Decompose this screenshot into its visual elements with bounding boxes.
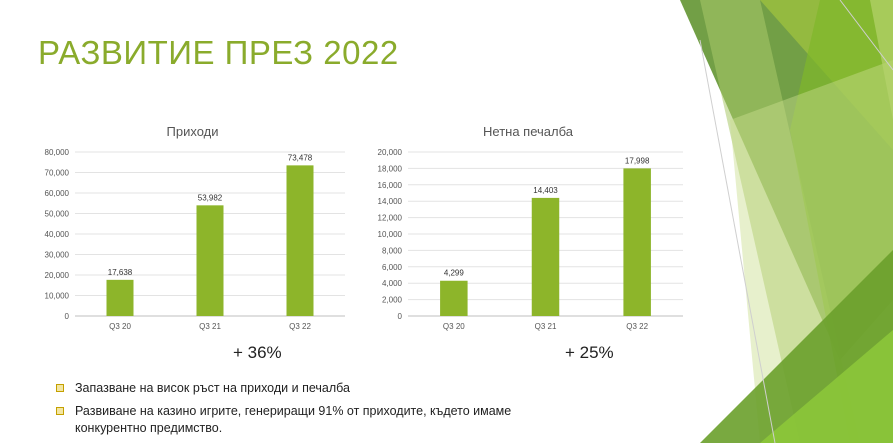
square-bullet-icon: [56, 407, 64, 415]
y-tick-label: 10,000: [378, 230, 403, 239]
x-tick-label: Q3 22: [289, 322, 311, 331]
revenue-chart-plot: 0 10,000 20,000 30,000 40,000 50,000 60,000 70,…: [45, 148, 345, 331]
chart-title: Нетна печалба: [483, 124, 573, 139]
y-tick-label: 20,000: [378, 148, 403, 157]
y-tick-label: 14,000: [378, 197, 403, 206]
net-profit-chart: Нетна печалба 0 2,000 4,000 6,000 8,000 10,00…: [363, 118, 693, 333]
y-tick-label: 4,000: [382, 279, 403, 288]
bar: [623, 168, 651, 316]
revenue-chart: Приходи 0 10,000 20,000 30,000 40,000 50,000 6…: [30, 118, 355, 333]
net-profit-chart-plot: 0 2,000 4,000 6,000 8,000 10,000 12,000 14,000 1…: [378, 148, 683, 331]
y-tick-label: 70,000: [45, 169, 70, 178]
bar: [531, 197, 560, 316]
revenue-growth: + 36%: [233, 343, 282, 362]
square-bullet-icon: [56, 384, 64, 392]
x-tick-label: Q3 21: [535, 322, 557, 331]
y-tick-label: 80,000: [45, 148, 70, 157]
data-label: 14,403: [533, 186, 558, 195]
bullet-item: Развиване на казино игрите, генериращи 9…: [55, 403, 575, 437]
y-tick-label: 20,000: [45, 271, 70, 280]
y-tick-label: 12,000: [378, 214, 403, 223]
y-tick-label: 8,000: [382, 246, 403, 255]
profit-growth: + 25%: [565, 343, 614, 362]
x-tick-label: Q3 21: [199, 322, 221, 331]
bullet-item: Запазване на висок ръст на приходи и печ…: [55, 380, 575, 397]
x-tick-label: Q3 20: [443, 322, 465, 331]
bar: [196, 205, 224, 316]
y-tick-label: 18,000: [378, 164, 403, 173]
chart-title: Приходи: [166, 124, 219, 139]
bar: [286, 165, 314, 316]
x-tick-label: Q3 22: [626, 322, 648, 331]
data-label: 17,638: [108, 268, 133, 277]
y-tick-label: 6,000: [382, 263, 403, 272]
data-label: 17,998: [625, 156, 650, 165]
y-tick-label: 50,000: [45, 210, 70, 219]
y-tick-label: 16,000: [378, 181, 403, 190]
bullet-text: Развиване на казино игрите, генериращи 9…: [75, 404, 512, 435]
y-tick-label: 0: [398, 312, 403, 321]
data-label: 4,299: [444, 269, 465, 278]
slide-title: РАЗВИТИЕ ПРЕЗ 2022: [38, 34, 399, 71]
y-tick-label: 40,000: [45, 230, 70, 239]
bar: [106, 279, 134, 316]
data-label: 73,478: [288, 153, 313, 162]
y-tick-label: 30,000: [45, 251, 70, 260]
y-tick-label: 60,000: [45, 189, 70, 198]
bullet-text: Запазване на висок ръст на приходи и печ…: [75, 381, 350, 395]
x-tick-label: Q3 20: [109, 322, 131, 331]
y-tick-label: 0: [65, 312, 70, 321]
bar: [440, 280, 468, 316]
y-tick-label: 10,000: [45, 292, 70, 301]
y-tick-label: 2,000: [382, 296, 403, 305]
data-label: 53,982: [198, 193, 223, 202]
bullet-list: Запазване на висок ръст на приходи и печ…: [55, 380, 575, 443]
